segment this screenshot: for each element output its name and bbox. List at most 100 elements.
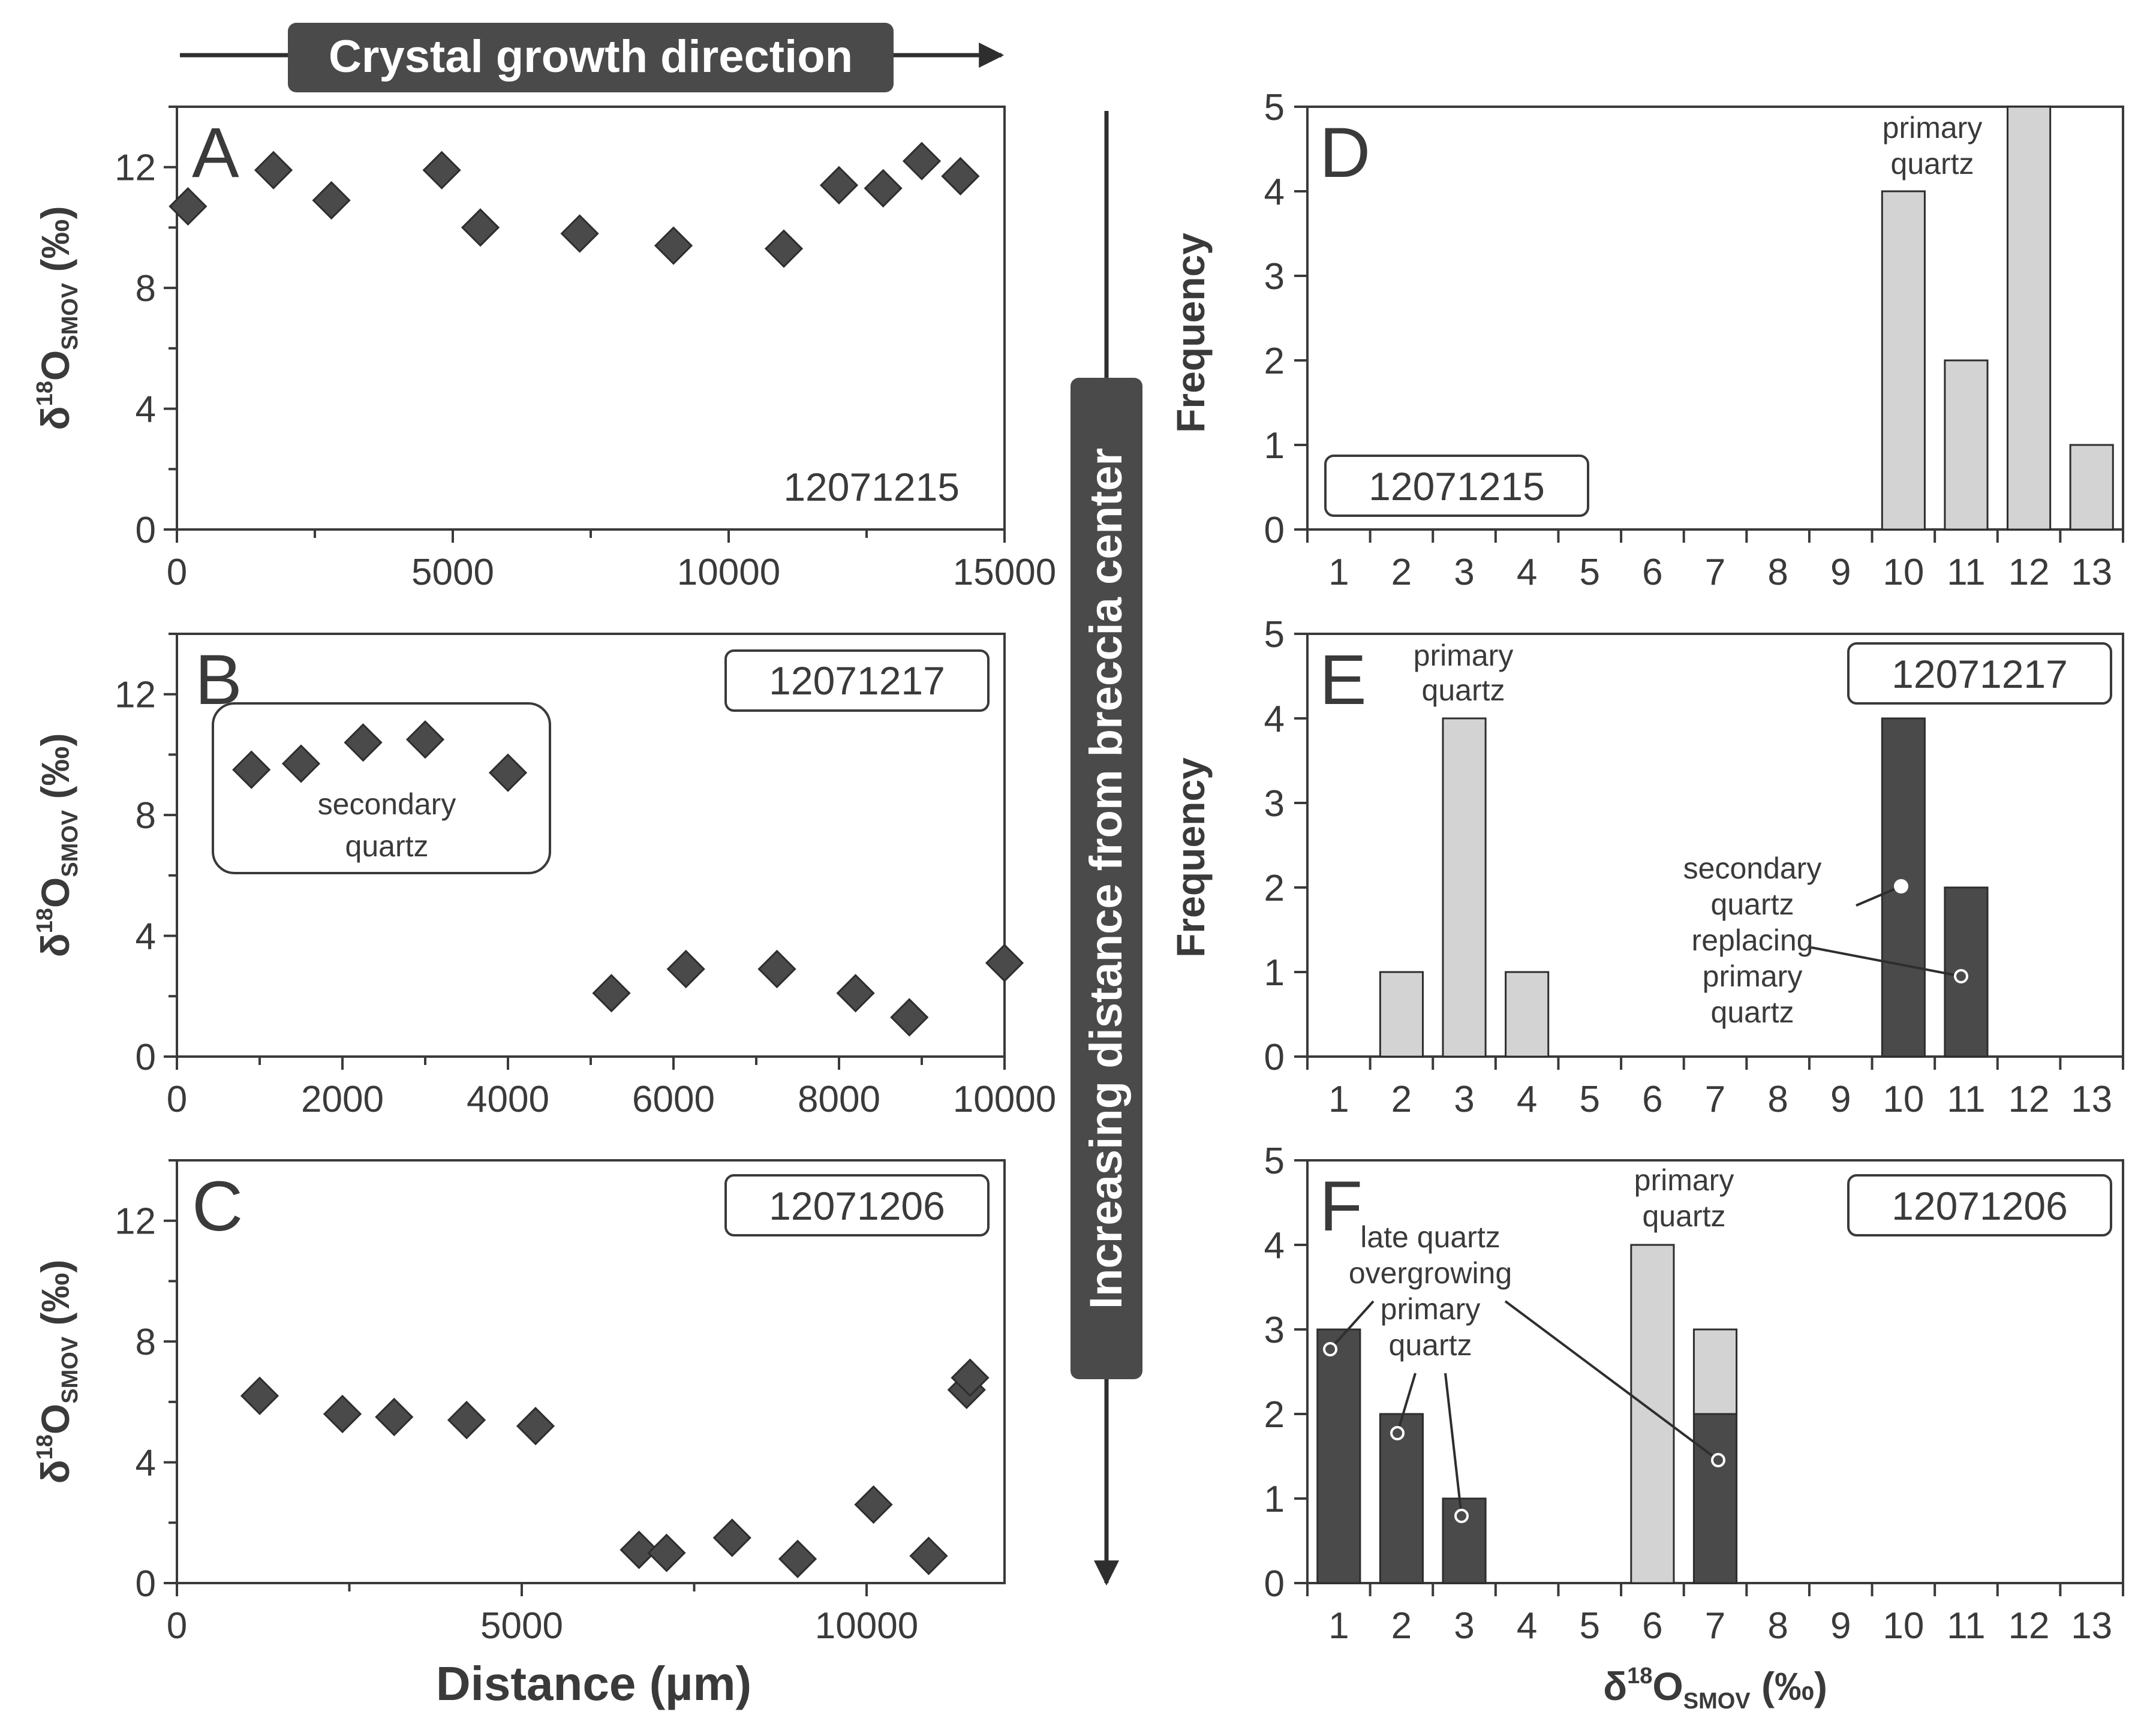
panel-d-x-tick-label: 6	[1642, 552, 1662, 593]
panel-f-sample-id: 12071206	[1892, 1184, 2068, 1228]
panel-b-data-point	[666, 949, 705, 989]
panel-f-x-tick-label: 10	[1883, 1605, 1924, 1647]
panel-e-x-tick-label: 1	[1328, 1079, 1349, 1120]
panel-d-bar	[1944, 359, 1989, 531]
panel-c-frame	[176, 1159, 1006, 1584]
panel-f-x-axis-title-text: δ18OSMOV (‰)	[1603, 1663, 1827, 1714]
panel-f-y-tick-label: 5	[1264, 1141, 1285, 1182]
panel-e-letter: E	[1319, 640, 1367, 720]
panel-d-x-tick-label: 9	[1830, 552, 1851, 593]
panel-e-leader-2	[1811, 946, 1962, 977]
panel-e-x-tick-label: 8	[1767, 1079, 1788, 1120]
panel-d-x-tick-label: 13	[2071, 552, 2112, 593]
panel-b-y-tick-labels: 0 4 8 12	[115, 675, 156, 1078]
panel-d-x-tick-label: 8	[1767, 552, 1788, 593]
panel-e-x-tick-label: 10	[1883, 1079, 1924, 1120]
secondary-quartz-label-2: quartz	[345, 829, 429, 863]
panel-c-y-axis-title-text: δ18OSMOV (‰)	[32, 1260, 83, 1484]
panel-b-data-point	[281, 744, 321, 783]
panel-b-x-tick-label: 8000	[798, 1079, 880, 1120]
panel-b-y-tick-label: 8	[136, 795, 156, 837]
panel-c-y-tick-label: 8	[136, 1322, 156, 1363]
panel-d-x-tick-label: 4	[1517, 552, 1537, 593]
panel-e-secondary-label-3: replacing	[1692, 923, 1814, 957]
panel-a-data-point	[254, 151, 293, 189]
panel-a-letter: A	[192, 113, 239, 192]
panel-d-bars	[1881, 106, 2114, 531]
growth-direction-label: Crystal growth direction	[329, 31, 853, 82]
breccia-distance-indicator: Increasing distance from breccia center	[1071, 111, 1142, 1586]
panel-d-bar	[2069, 444, 2114, 531]
panel-c-data-point	[516, 1407, 555, 1446]
panel-f-leader-1	[1329, 1300, 1375, 1350]
panel-e-x-tick-labels: 1 2 3 4 5 6 7 8 9 10 11 12 13	[1328, 1079, 2112, 1120]
panel-e-x-tick-label: 9	[1830, 1079, 1851, 1120]
panel-e-bar	[1379, 971, 1424, 1058]
panel-e-leader-1	[1856, 885, 1902, 907]
panel-d-y-tick-labels: 0 1 2 3 4 5	[1264, 87, 1285, 551]
panel-a-y-axis-title-text: δ18OSMOV (‰)	[32, 206, 83, 431]
panel-b-x-tick-label: 2000	[301, 1079, 384, 1120]
panel-c-data-point	[647, 1533, 686, 1572]
panel-f-x-tick-label: 2	[1391, 1605, 1412, 1647]
panel-d-x-tick-labels: 1 2 3 4 5 6 7 8 9 10 11 12 13	[1328, 552, 2112, 593]
panel-c-x-tick-labels: 0 5000 10000	[167, 1605, 918, 1647]
panel-f-y-tick-labels: 0 1 2 3 4 5	[1264, 1141, 1285, 1605]
panel-b-y-axis-title: δ18OSMOV (‰)	[32, 733, 83, 958]
panel-b-y-tick-label: 4	[136, 916, 156, 958]
panel-e-x-tick-label: 2	[1391, 1079, 1412, 1120]
secondary-quartz-label-1: secondary	[318, 787, 456, 821]
panel-f-primary-label-2: quartz	[1643, 1199, 1726, 1233]
panel-e-y-tick-label: 4	[1264, 699, 1285, 740]
breccia-distance-box	[1071, 378, 1142, 1379]
panel-d-primary-label-2: quartz	[1891, 147, 1974, 180]
panel-f-x-axis-title: δ18OSMOV (‰)	[1603, 1663, 1827, 1714]
panel-a-data-point	[312, 180, 351, 220]
panel-d-y-tick-label: 1	[1264, 425, 1285, 467]
panel-c-y-tick-label: 0	[136, 1563, 156, 1605]
panel-b-points	[232, 720, 1024, 1037]
panel-d-ticks	[1294, 106, 2124, 543]
panel-c-x-tick-label: 0	[167, 1605, 187, 1647]
distance-axis-title: Distance (µm)	[436, 1657, 751, 1710]
panel-f-x-tick-label: 13	[2071, 1605, 2112, 1647]
panel-a-data-point	[654, 226, 693, 265]
panel-f-leader-3-dot	[1454, 1509, 1469, 1523]
panel-e-y-axis-title: Frequency	[1168, 757, 1213, 958]
panel-b-data-point	[836, 974, 875, 1013]
panel-c-x-tick-label: 5000	[480, 1605, 563, 1647]
panel-a-x-tick-label: 5000	[411, 552, 494, 593]
panel-d-y-tick-label: 5	[1264, 87, 1285, 128]
panel-e-ticks	[1294, 633, 2124, 1070]
panel-f-leader-1-dot	[1323, 1342, 1337, 1356]
panel-e-leader-1-dot	[1894, 879, 1908, 893]
panel-e-x-tick-label: 12	[2008, 1079, 2050, 1120]
panel-f-leader-2-dot	[1390, 1426, 1405, 1440]
panel-a-data-point	[560, 214, 599, 253]
panel-e-secondary-label-2: quartz	[1711, 887, 1794, 921]
panel-a-sample-id: 12071215	[783, 465, 960, 509]
panel-f-letter: F	[1319, 1167, 1363, 1246]
panel-e-secondary-label-4: primary	[1703, 959, 1803, 993]
panel-c-data-point	[854, 1485, 893, 1524]
panel-f-late-label-2: overgrowing	[1349, 1256, 1512, 1290]
panel-a-data-point	[941, 157, 980, 195]
panel-f-leader-3	[1444, 1373, 1463, 1517]
panel-f-bar	[1692, 1328, 1738, 1415]
panel-f-x-tick-labels: 1 2 3 4 5 6 7 8 9 10 11 12 13	[1328, 1605, 2112, 1647]
panel-d-frame	[1306, 106, 2124, 531]
panel-d-primary-label-1: primary	[1883, 111, 1983, 145]
panel-d-y-axis-title: Frequency	[1168, 233, 1213, 433]
panel-b-x-tick-label: 0	[167, 1079, 187, 1120]
panel-a-x-tick-label: 0	[167, 552, 187, 593]
panel-c: C 12071206 0 4 8 12 0 5000 10000 δ18OSMOV (‰)…	[32, 1159, 1006, 1710]
growth-direction-banner: Crystal growth direction	[180, 23, 1005, 92]
panel-e-sample-id: 12071217	[1892, 652, 2068, 696]
panel-d-sample-box	[1324, 455, 1589, 517]
panel-d-x-tick-label: 10	[1883, 552, 1924, 593]
panel-c-data-point	[240, 1376, 279, 1415]
panel-b-sample-box	[724, 649, 990, 712]
